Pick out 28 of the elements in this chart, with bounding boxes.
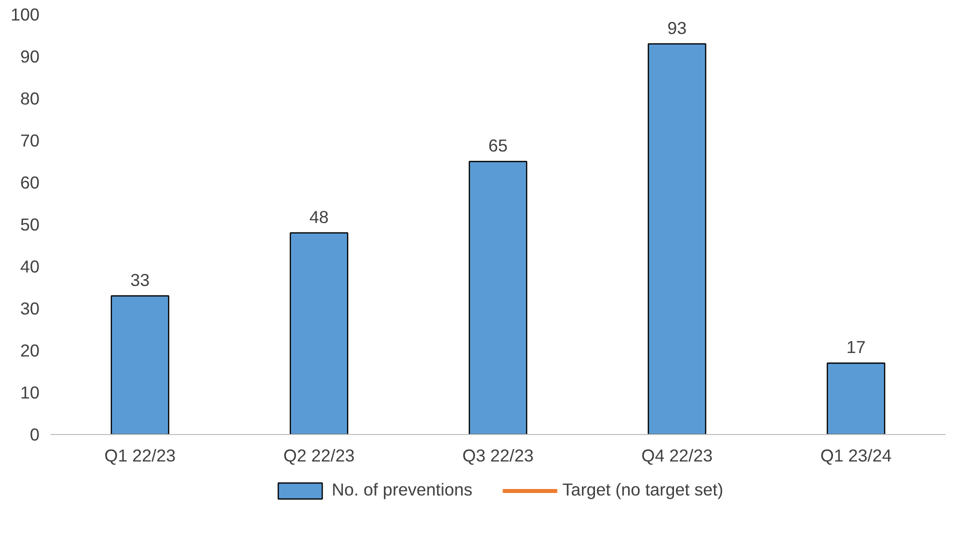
y-tick-label: 40: [20, 256, 40, 276]
x-tick-label: Q1 22/23: [104, 446, 176, 466]
data-label: 17: [846, 337, 866, 358]
bar: [826, 362, 886, 434]
y-tick-label: 80: [20, 88, 40, 108]
legend-label: No. of preventions: [332, 480, 472, 500]
x-tick-label: Q2 22/23: [283, 446, 355, 466]
y-tick-label: 0: [30, 424, 40, 444]
y-tick-label: 20: [20, 340, 40, 360]
bar: [110, 295, 170, 434]
bar: [468, 160, 528, 434]
x-tick-label: Q1 23/24: [820, 446, 892, 466]
x-tick-label: Q3 22/23: [462, 446, 534, 466]
y-tick-label: 30: [20, 298, 40, 318]
y-tick-label: 10: [20, 382, 40, 402]
legend-label: Target (no target set): [562, 480, 724, 500]
bar: [648, 43, 706, 434]
data-label: 48: [309, 206, 329, 227]
data-label: 93: [667, 18, 687, 38]
y-tick-label: 50: [20, 214, 40, 234]
bar: [290, 232, 348, 434]
x-tick-label: Q4 22/23: [641, 446, 713, 466]
y-tick-label: 100: [10, 4, 40, 24]
y-tick-label: 70: [20, 130, 40, 150]
data-label: 33: [130, 270, 150, 290]
y-tick-label: 60: [20, 172, 40, 192]
y-tick-label: 90: [20, 46, 40, 66]
data-label: 65: [488, 136, 508, 156]
